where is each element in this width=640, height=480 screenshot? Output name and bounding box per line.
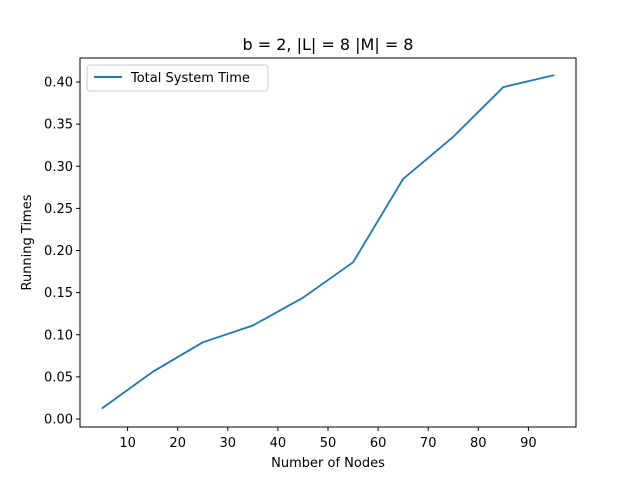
y-tick-label: 0.40 (44, 76, 73, 91)
y-tick-label: 0.15 (44, 286, 73, 301)
x-tick-label: 50 (320, 436, 337, 451)
y-tick-label: 0.35 (44, 118, 73, 133)
x-tick-label: 30 (220, 436, 237, 451)
y-tick-label: 0.00 (44, 412, 73, 427)
chart-title: b = 2, |L| = 8 |M| = 8 (243, 35, 414, 54)
legend: Total System Time (86, 64, 269, 92)
y-tick-label: 0.30 (44, 160, 73, 175)
x-tick-label: 60 (370, 436, 387, 451)
x-tick-label: 90 (520, 436, 537, 451)
y-axis-label: Running Times (20, 194, 35, 290)
y-tick-label: 0.25 (44, 202, 73, 217)
x-tick-label: 40 (270, 436, 287, 451)
x-tick-label: 20 (169, 436, 186, 451)
x-tick-label: 10 (119, 436, 136, 451)
y-tick-label: 0.05 (44, 370, 73, 385)
axes-frame (79, 57, 577, 428)
y-tick-label: 0.10 (44, 328, 73, 343)
x-tick-label: 80 (470, 436, 487, 451)
axis-ticks: 10 20 30 40 50 60 70 80 90 0.00 0.05 0.10 0.15 0.20 0.… (44, 76, 537, 451)
x-tick-label: 70 (420, 436, 437, 451)
series-line-0 (101, 74, 555, 410)
legend-label: Total System Time (130, 71, 250, 86)
plot-area (101, 74, 555, 410)
legend-box (86, 64, 269, 92)
y-tick-label: 0.20 (44, 244, 73, 259)
x-axis-label: Number of Nodes (271, 456, 385, 471)
